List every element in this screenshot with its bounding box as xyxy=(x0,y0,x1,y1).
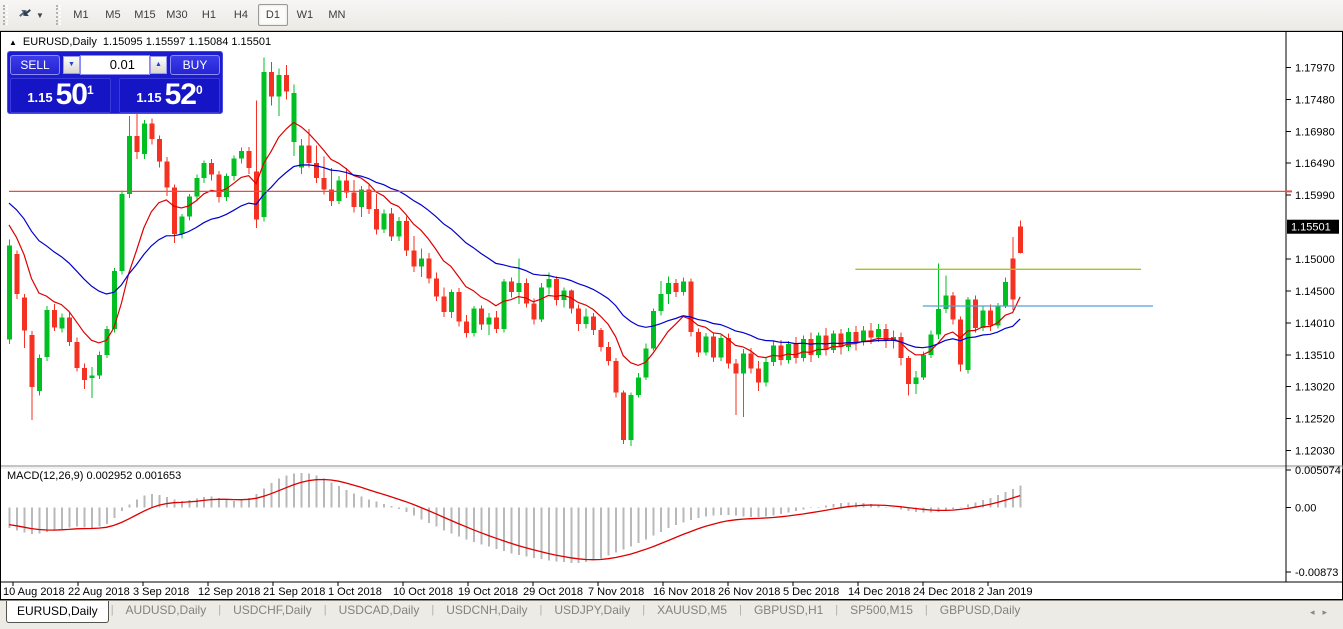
chart-window[interactable]: 1.17970 1.17480 1.16980 1.16490 1.15990 1.150… xyxy=(0,31,1343,600)
svg-text:3 Sep 2018: 3 Sep 2018 xyxy=(133,586,189,598)
svg-text:1.12520: 1.12520 xyxy=(1295,414,1335,426)
chart-symbol-label: EURUSD,Daily xyxy=(22,36,97,48)
volume-decrease-button[interactable]: ▼ xyxy=(63,56,80,74)
price-chart[interactable]: 1.17970 1.17480 1.16980 1.16490 1.15990 1.150… xyxy=(1,32,1343,601)
chart-tab-gbpusd-h1[interactable]: GBPUSD,H1 xyxy=(753,603,824,617)
svg-text:21 Sep 2018: 21 Sep 2018 xyxy=(263,586,325,598)
svg-text:12 Sep 2018: 12 Sep 2018 xyxy=(198,586,260,598)
svg-text:19 Oct 2018: 19 Oct 2018 xyxy=(458,586,518,598)
arrows-icon xyxy=(17,6,33,25)
svg-text:1.16490: 1.16490 xyxy=(1295,158,1335,170)
toolbar-drag-handle[interactable] xyxy=(3,5,8,25)
timeframe-button-mn[interactable]: MN xyxy=(328,9,346,21)
tab-scroll-left-icon: ◂ xyxy=(1309,607,1323,617)
svg-text:26 Nov 2018: 26 Nov 2018 xyxy=(718,586,780,598)
svg-text:1.17970: 1.17970 xyxy=(1295,63,1335,75)
chevron-down-icon: ▼ xyxy=(36,10,44,20)
chart-tabs-bar: EURUSD,Daily | AUDUSD,Daily | USDCHF,Daily | U… xyxy=(0,600,1343,629)
svg-text:1.14500: 1.14500 xyxy=(1295,286,1335,298)
ohlc-values: 1.15095 1.15597 1.15084 1.15501 xyxy=(102,36,272,48)
timeframe-button-d1[interactable]: D1 xyxy=(257,4,288,26)
svg-text:0.00: 0.00 xyxy=(1295,503,1316,515)
collapse-triangle-icon[interactable]: ▲ xyxy=(9,37,17,47)
svg-text:1.15501: 1.15501 xyxy=(1291,222,1331,234)
chart-tab-eurusd-daily[interactable]: EURUSD,Daily xyxy=(6,601,109,623)
svg-text:2 Jan 2019: 2 Jan 2019 xyxy=(978,586,1032,598)
chart-tab-usdcad-daily[interactable]: USDCAD,Daily xyxy=(338,603,420,617)
tab-separator: | xyxy=(431,604,435,616)
tab-separator: | xyxy=(110,604,114,616)
tab-separator: | xyxy=(835,604,839,616)
svg-text:1.13510: 1.13510 xyxy=(1295,350,1335,362)
svg-text:10 Aug 2018: 10 Aug 2018 xyxy=(3,586,65,598)
timeframe-buttons: M1 M5 M15 M30 H1 H4 D1 W1 MN xyxy=(65,4,353,26)
timeframe-button-m5[interactable]: M5 xyxy=(105,9,121,21)
chart-tab-usdchf-daily[interactable]: USDCHF,Daily xyxy=(233,603,312,617)
svg-text:1.17480: 1.17480 xyxy=(1295,94,1335,106)
timeframe-button-h1[interactable]: H1 xyxy=(201,9,216,21)
toolbar-separator xyxy=(55,5,61,25)
svg-text:24 Dec 2018: 24 Dec 2018 xyxy=(913,586,975,598)
chart-tab-xauusd-m5[interactable]: XAUUSD,M5 xyxy=(657,603,728,617)
one-click-trading-panel: SELL ▼ 0.01 ▲ BUY 1.15 50 1 1.15 52 0 xyxy=(7,51,223,114)
svg-text:0.005074: 0.005074 xyxy=(1295,465,1341,477)
svg-text:1.15000: 1.15000 xyxy=(1295,254,1335,266)
svg-text:1 Oct 2018: 1 Oct 2018 xyxy=(328,586,382,598)
svg-text:1.12030: 1.12030 xyxy=(1295,445,1335,457)
tab-separator: | xyxy=(539,604,543,616)
timeframes-toolbar: ▼ M1 M5 M15 M30 H1 H4 D1 W1 MN xyxy=(0,0,1343,31)
svg-text:7 Nov 2018: 7 Nov 2018 xyxy=(588,586,644,598)
svg-text:1.15990: 1.15990 xyxy=(1295,190,1335,202)
chart-tab-usdcnh-daily[interactable]: USDCNH,Daily xyxy=(446,603,528,617)
tab-scroll-arrows[interactable]: ◂▸ xyxy=(1310,607,1335,618)
svg-text:1.14010: 1.14010 xyxy=(1295,318,1335,330)
svg-text:29 Oct 2018: 29 Oct 2018 xyxy=(523,586,583,598)
svg-text:1.16980: 1.16980 xyxy=(1295,126,1335,138)
svg-text:14 Dec 2018: 14 Dec 2018 xyxy=(848,586,910,598)
volume-input[interactable]: 0.01 xyxy=(80,55,150,75)
macd-label: MACD(12,26,9) 0.002952 0.001653 xyxy=(7,470,181,482)
tab-separator: | xyxy=(924,604,928,616)
chart-tab-gbpusd-daily[interactable]: GBPUSD,Daily xyxy=(939,603,1021,617)
tab-separator: | xyxy=(739,604,742,616)
svg-text:10 Oct 2018: 10 Oct 2018 xyxy=(393,586,453,598)
timeframe-button-w1[interactable]: W1 xyxy=(296,9,314,21)
timeframe-button-h4[interactable]: H4 xyxy=(233,9,248,21)
tab-separator: | xyxy=(323,604,327,616)
timeframe-button-m1[interactable]: M1 xyxy=(73,9,89,21)
svg-text:1.13020: 1.13020 xyxy=(1295,382,1335,394)
tab-separator: | xyxy=(642,604,646,616)
svg-text:5 Dec 2018: 5 Dec 2018 xyxy=(783,586,839,598)
sell-button[interactable]: SELL xyxy=(10,55,60,75)
tab-separator: | xyxy=(218,604,222,616)
chart-tab-sp500-m15[interactable]: SP500,M15 xyxy=(850,603,913,617)
chart-tab-usdjpy-daily[interactable]: USDJPY,Daily xyxy=(554,603,631,617)
svg-text:-0.00873: -0.00873 xyxy=(1295,567,1338,579)
timeframe-button-m30[interactable]: M30 xyxy=(166,9,188,21)
buy-price-display[interactable]: 1.15 52 0 xyxy=(119,78,220,113)
chart-title: ▲ EURUSD,Daily 1.15095 1.15597 1.15084 1… xyxy=(9,36,271,48)
tab-scroll-right-icon: ▸ xyxy=(1322,607,1335,617)
symbols-button[interactable]: ▼ xyxy=(12,3,49,28)
chart-tab-audusd-daily[interactable]: AUDUSD,Daily xyxy=(125,603,207,617)
volume-increase-button[interactable]: ▲ xyxy=(150,56,167,74)
svg-text:16 Nov 2018: 16 Nov 2018 xyxy=(653,586,715,598)
timeframe-button-m15[interactable]: M15 xyxy=(134,9,156,21)
buy-button[interactable]: BUY xyxy=(170,55,220,75)
svg-text:22 Aug 2018: 22 Aug 2018 xyxy=(68,586,130,598)
sell-price-display[interactable]: 1.15 50 1 xyxy=(10,78,111,113)
